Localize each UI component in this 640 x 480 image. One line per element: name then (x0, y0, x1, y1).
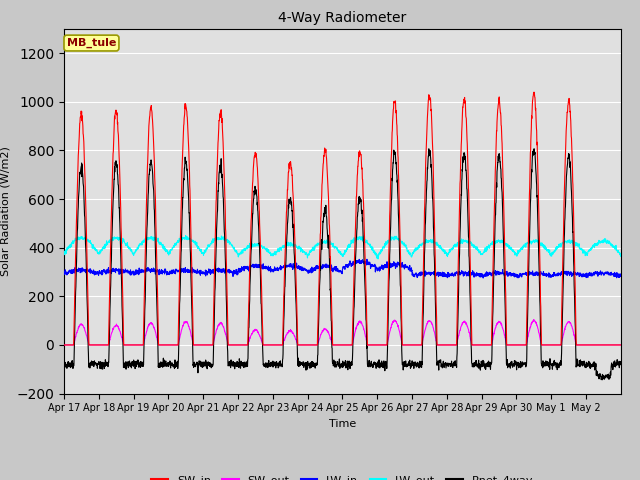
Title: 4-Way Radiometer: 4-Way Radiometer (278, 11, 406, 25)
Legend: SW_in, SW_out, LW_in, LW_out, Rnet_4way: SW_in, SW_out, LW_in, LW_out, Rnet_4way (147, 470, 538, 480)
Text: MB_tule: MB_tule (67, 38, 116, 48)
X-axis label: Time: Time (329, 419, 356, 429)
Y-axis label: Solar Radiation (W/m2): Solar Radiation (W/m2) (1, 146, 11, 276)
